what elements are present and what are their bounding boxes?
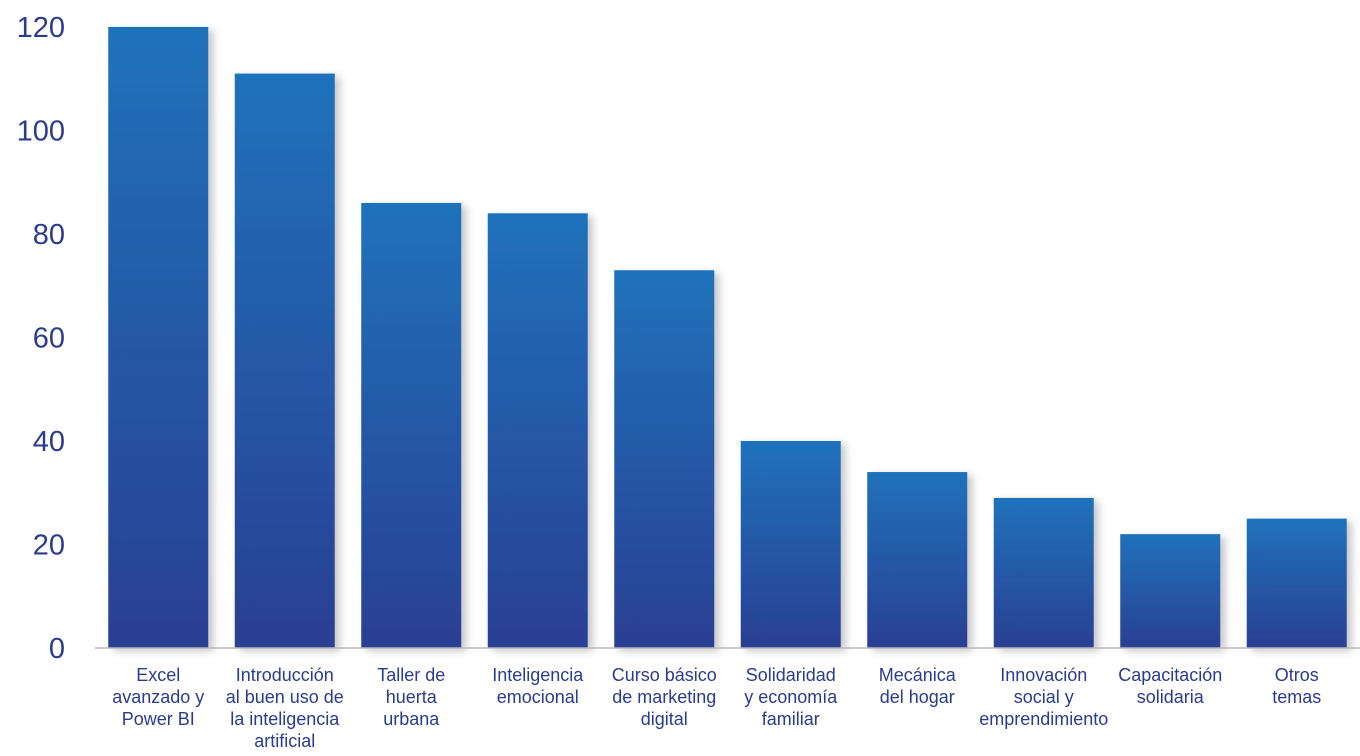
x-tick-label-line: Curso básico: [612, 665, 717, 685]
y-tick-label: 120: [17, 12, 65, 44]
bar: [740, 441, 841, 648]
x-tick-label-line: al buen uso de: [226, 687, 344, 707]
x-tick-label: Solidaridad y economía familiar: [744, 665, 838, 729]
bar: [487, 213, 588, 649]
x-tick-label: Otros temas: [1272, 665, 1321, 707]
x-tick-label-line: Capacitación: [1118, 665, 1222, 685]
x-tick-label-line: avanzado y: [112, 687, 204, 707]
x-tick-label-line: temas: [1272, 687, 1321, 707]
x-tick-label-line: Power BI: [122, 709, 195, 729]
x-tick-label-line: familiar: [762, 709, 820, 729]
x-tick-label-line: artificial: [254, 731, 315, 751]
x-tick-label-line: de marketing: [612, 687, 716, 707]
x-tick-label-line: Mecánica: [879, 665, 957, 685]
y-tick-label: 40: [33, 426, 65, 458]
x-tick-label-line: urbana: [383, 709, 440, 729]
x-tick-label-line: Taller de: [377, 665, 445, 685]
x-axis: Excel avanzado y Power BI Introducción al bu…: [112, 665, 1321, 751]
x-tick-label-line: la inteligencia: [230, 709, 340, 729]
x-tick-label-line: y economía: [744, 687, 838, 707]
bar: [108, 27, 209, 648]
x-tick-label: Mecánica del hogar: [879, 665, 957, 707]
x-tick-label-line: social y: [1014, 687, 1074, 707]
y-tick-label: 100: [17, 116, 65, 148]
bar: [234, 73, 335, 648]
y-tick-label: 80: [33, 219, 65, 251]
x-tick-label-line: emocional: [497, 687, 579, 707]
x-tick-label-line: Excel: [136, 665, 180, 685]
bar: [993, 497, 1094, 648]
x-tick-label: Innovación social y emprendimiento: [979, 665, 1108, 729]
x-tick-label-line: Innovación: [1000, 665, 1087, 685]
y-tick-label: 0: [49, 633, 65, 665]
x-tick-label-line: digital: [641, 709, 688, 729]
x-tick-label-line: Inteligencia: [492, 665, 584, 685]
y-tick-label: 20: [33, 530, 65, 562]
y-axis: 0 20 40 60 80 100 120: [17, 12, 65, 665]
x-tick-label: Inteligencia emocional: [492, 665, 584, 707]
x-tick-label: Introducción al buen uso de la inteligenci…: [226, 665, 344, 751]
x-tick-label-line: emprendimiento: [979, 709, 1108, 729]
x-tick-label-line: huerta: [386, 687, 438, 707]
bar: [361, 202, 462, 648]
x-tick-label-line: Otros: [1275, 665, 1319, 685]
x-tick-label: Capacitación solidaria: [1118, 665, 1222, 707]
bar: [1246, 518, 1347, 648]
bar: [867, 472, 968, 648]
x-tick-label: Taller de huerta urbana: [377, 665, 445, 729]
x-tick-label-line: del hogar: [880, 687, 955, 707]
bar: [614, 270, 715, 648]
bars: [108, 27, 1347, 649]
x-tick-label-line: solidaria: [1137, 687, 1205, 707]
x-tick-label: Curso básico de marketing digital: [612, 665, 717, 729]
x-tick-label-line: Solidaridad: [746, 665, 836, 685]
x-tick-label: Excel avanzado y Power BI: [112, 665, 204, 729]
bar: [1120, 534, 1221, 648]
x-tick-label-line: Introducción: [236, 665, 334, 685]
y-tick-label: 60: [33, 323, 65, 355]
